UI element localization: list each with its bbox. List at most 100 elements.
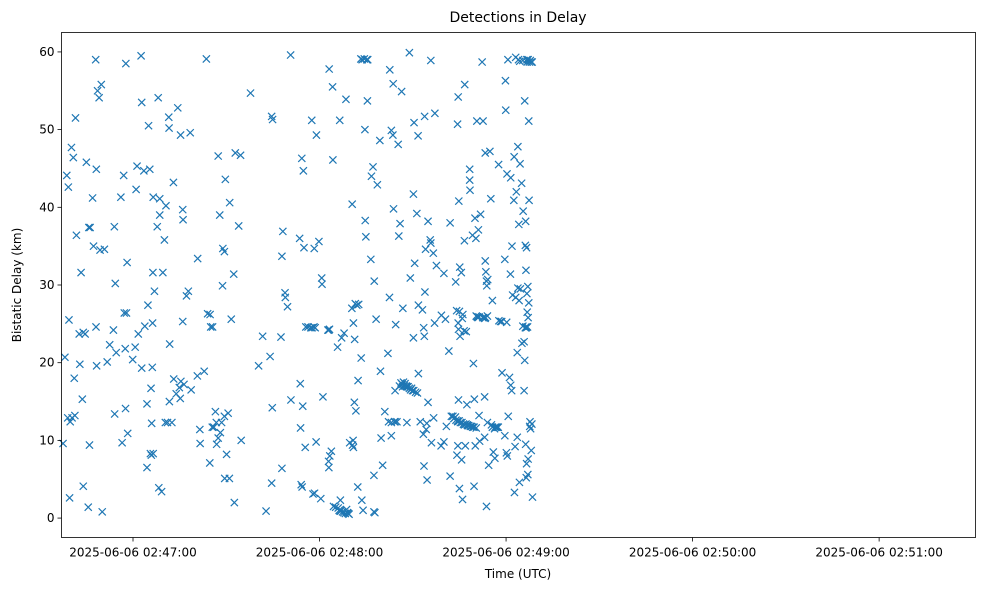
data-point (70, 374, 79, 383)
data-point (402, 418, 411, 427)
data-point (139, 166, 148, 175)
data-point (504, 412, 513, 421)
data-point (142, 399, 152, 408)
data-point (286, 51, 295, 60)
data-point (328, 155, 337, 164)
data-point (411, 388, 420, 397)
data-point (380, 407, 389, 416)
data-point (528, 493, 537, 502)
data-point (262, 507, 271, 516)
y-axis: 0 10 20 30 40 50 60 (39, 45, 62, 525)
data-point (392, 417, 401, 426)
x-tick-label: 2025-06-06 02:47:00 (69, 546, 196, 560)
data-point (485, 147, 494, 156)
data-point (69, 153, 78, 162)
data-point (366, 255, 375, 264)
data-point (316, 494, 325, 503)
data-point (414, 131, 423, 140)
data-point (268, 403, 277, 412)
data-point (81, 329, 90, 338)
data-point (439, 437, 448, 446)
chart-title: Detections in Delay (449, 10, 586, 26)
data-point (352, 301, 361, 310)
data-point (234, 221, 243, 230)
data-point (84, 503, 93, 512)
data-point (225, 474, 234, 483)
data-point (458, 310, 467, 319)
data-point (72, 231, 81, 240)
data-point (519, 207, 528, 216)
y-tick-label: 10 (39, 433, 54, 447)
data-point (329, 502, 338, 511)
data-point (176, 131, 185, 140)
data-point (205, 458, 214, 467)
data-point (224, 409, 233, 418)
y-tick-label: 0 (47, 511, 55, 525)
data-point (387, 126, 396, 135)
data-point (427, 438, 436, 447)
data-point (452, 306, 461, 315)
data-point (209, 423, 218, 432)
data-point (510, 488, 519, 497)
data-point (416, 417, 425, 426)
data-point (455, 263, 464, 272)
data-point (229, 270, 238, 279)
data-point (510, 152, 519, 161)
data-point (140, 322, 149, 331)
data-point (351, 406, 360, 415)
data-point (122, 308, 131, 317)
data-point (350, 398, 359, 407)
data-points (59, 48, 537, 519)
data-point (179, 215, 188, 224)
data-point (414, 369, 423, 378)
data-point (231, 148, 240, 157)
data-point (523, 322, 532, 331)
data-point (220, 247, 229, 256)
data-point (164, 113, 173, 122)
data-point (454, 395, 463, 405)
data-point (424, 217, 433, 226)
data-point (349, 319, 358, 328)
data-point (526, 424, 535, 433)
data-point (513, 433, 522, 442)
data-point (506, 270, 515, 279)
data-point (509, 196, 518, 205)
data-point (230, 498, 239, 507)
data-point (500, 255, 509, 264)
data-point (524, 313, 533, 322)
data-point (314, 237, 323, 246)
data-point (187, 385, 196, 394)
data-point (370, 277, 379, 286)
data-point (470, 482, 479, 491)
data-point (89, 242, 98, 251)
data-point (410, 118, 419, 127)
data-point (318, 392, 327, 401)
data-point (299, 243, 309, 252)
data-point (503, 55, 512, 64)
data-point (348, 200, 357, 209)
data-point (370, 508, 379, 517)
data-point (333, 343, 342, 352)
data-point (439, 269, 448, 278)
data-point (383, 349, 392, 358)
data-point (236, 151, 245, 160)
data-point (173, 103, 182, 112)
x-tick-label: 2025-06-06 02:50:00 (629, 546, 756, 560)
data-point (212, 440, 221, 449)
data-point (154, 483, 163, 492)
x-tick-label: 2025-06-06 02:51:00 (815, 546, 942, 560)
data-point (137, 364, 146, 373)
data-point (118, 438, 127, 447)
data-point (147, 384, 156, 393)
data-point (337, 333, 346, 342)
data-point (165, 397, 174, 406)
data-point (65, 493, 74, 502)
data-point (388, 131, 397, 140)
data-point (196, 439, 205, 448)
data-point (286, 395, 295, 405)
data-point (481, 256, 490, 265)
data-point (488, 296, 497, 305)
data-point (66, 417, 75, 426)
data-point (153, 222, 162, 231)
data-point (513, 348, 522, 357)
